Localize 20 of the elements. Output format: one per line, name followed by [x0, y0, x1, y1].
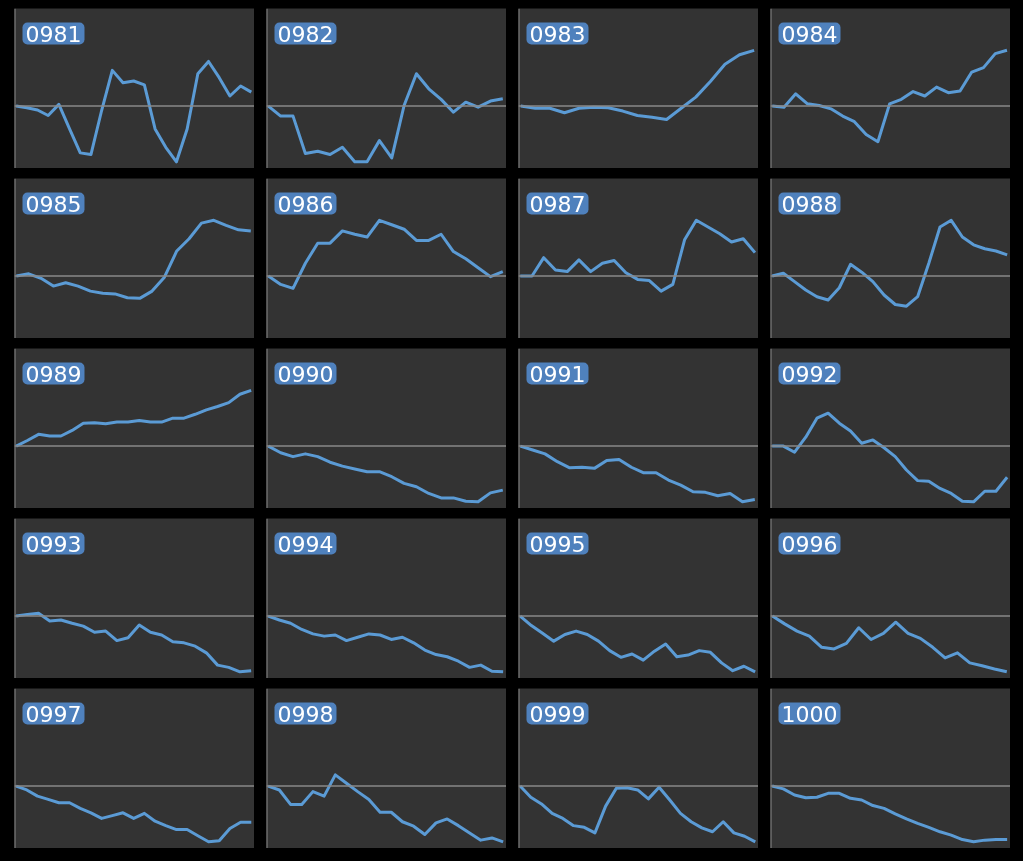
chart-title: 0993: [25, 531, 82, 557]
chart-title: 0981: [25, 21, 82, 47]
chart-title: 0989: [25, 361, 82, 387]
chart-title: 0983: [529, 21, 586, 47]
chart-title: 0991: [529, 361, 586, 387]
chart-title: 0997: [25, 701, 82, 727]
chart-title: 1000: [781, 701, 838, 727]
chart-title: 0999: [529, 701, 586, 727]
chart-title: 0992: [781, 361, 838, 387]
chart-title: 0995: [529, 531, 586, 557]
chart-title: 0987: [529, 191, 586, 217]
chart-title: 0996: [781, 531, 838, 557]
chart-title: 0984: [781, 21, 838, 47]
chart-title: 0990: [277, 361, 334, 387]
chart-title: 0982: [277, 21, 334, 47]
chart-title: 0994: [277, 531, 334, 557]
chart-title: 0988: [781, 191, 838, 217]
chart-title: 0986: [277, 191, 334, 217]
chart-title: 0998: [277, 701, 334, 727]
chart-title: 0985: [25, 191, 82, 217]
